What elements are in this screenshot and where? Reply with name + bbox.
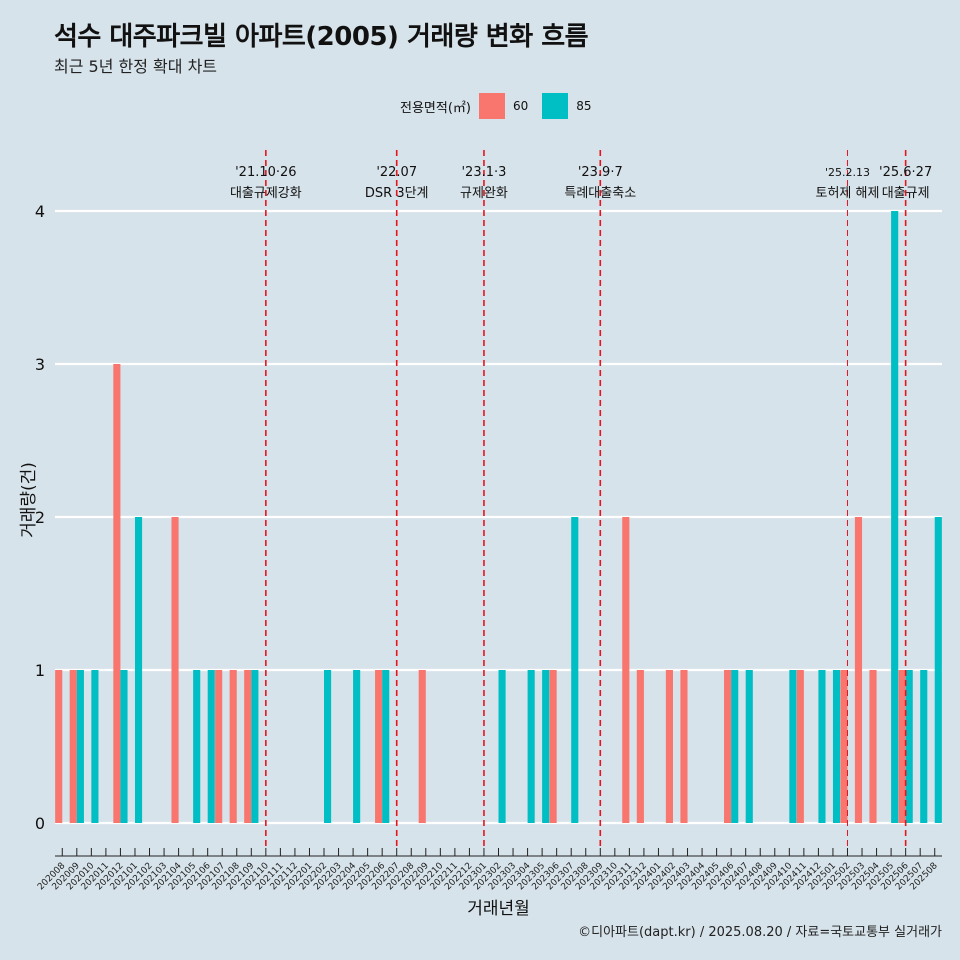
bar-60-202411 (796, 670, 804, 823)
event-date-label: '22.07 (376, 165, 417, 180)
bar-60-202402 (665, 670, 673, 823)
legend-label-85: 85 (576, 99, 592, 113)
legend-key-85 (542, 93, 569, 119)
bar-60-202104 (171, 517, 179, 823)
bar-60-202108 (229, 670, 237, 823)
event-desc-label: 규제완화 (460, 186, 508, 201)
event-desc-label: 대출규제강화 (230, 186, 302, 201)
bar-60-202502 (840, 670, 848, 823)
bar-85-202307 (571, 517, 579, 823)
bar-85-202407 (745, 670, 753, 823)
bar-60-202311 (622, 517, 630, 823)
bar-85-202304 (527, 670, 535, 823)
event-desc-label: 특례대출축소 (564, 186, 636, 201)
bar-60-202012 (113, 364, 121, 823)
chart-subtitle: 최근 5년 한정 확대 차트 (54, 57, 218, 76)
bar-85-202505 (891, 211, 899, 823)
bar-85-202106 (207, 670, 215, 823)
y-tick-label: 4 (35, 202, 45, 221)
legend-label-60: 60 (512, 99, 529, 113)
bar-60-202312 (636, 670, 644, 823)
bar-85-202506 (905, 670, 913, 823)
legend-key-60 (478, 93, 505, 119)
bar-60-202403 (680, 670, 688, 823)
bar-85-202406 (731, 670, 739, 823)
y-axis-title: 거래량(건) (19, 462, 39, 538)
y-tick-label: 3 (35, 355, 45, 374)
bar-85-202305 (542, 670, 550, 823)
bar-85-202206 (382, 670, 390, 823)
bar-60-202109 (244, 670, 252, 823)
y-tick-label: 0 (35, 814, 45, 833)
bar-85-202202 (324, 670, 332, 823)
bar-60-202504 (869, 670, 877, 823)
bar-85-202508 (934, 517, 942, 823)
event-date-label: '23.1·3 (461, 165, 506, 180)
bar-85-202204 (353, 670, 361, 823)
event-date-label: '21.10·26 (235, 165, 296, 180)
source-caption: ©디아파트(dapt.kr) / 2025.08.20 / 자료=국토교통부 실… (578, 925, 942, 940)
bar-60-202206 (375, 670, 383, 823)
bar-60-202406 (724, 670, 732, 823)
event-date-label: '25.6·27 (879, 165, 932, 180)
chart-title: 석수 대주파크빌 아파트(2005) 거래량 변화 흐름 (54, 22, 589, 52)
bar-85-202105 (193, 670, 201, 823)
bar-85-202501 (832, 670, 841, 823)
bar-85-202302 (498, 670, 506, 823)
bar-85-202009 (76, 670, 84, 823)
bar-85-202410 (789, 670, 797, 823)
y-tick-label: 2 (35, 508, 45, 527)
bar-60-202009 (69, 670, 77, 823)
bar-85-202010 (91, 670, 99, 823)
bar-60-202506 (898, 670, 906, 823)
bar-85-202507 (920, 670, 928, 823)
y-tick-label: 1 (35, 661, 45, 680)
bar-85-202412 (818, 670, 826, 823)
event-desc-label: 대출규제 (882, 186, 930, 201)
event-desc-label: DSR 3단계 (365, 186, 429, 201)
bar-60-202209 (418, 670, 426, 823)
event-date-label: '23.9·7 (578, 165, 623, 180)
bar-60-202008 (55, 670, 63, 823)
bar-60-202306 (549, 670, 557, 823)
bar-85-202101 (134, 517, 143, 823)
bar-60-202503 (854, 517, 863, 823)
bar-85-202109 (251, 670, 259, 823)
event-date-label: '25.2.13 (825, 166, 870, 179)
legend: 전용면적(㎡) 60 85 (400, 93, 606, 119)
bar-85-202012 (120, 670, 128, 823)
legend-title: 전용면적(㎡) (400, 100, 471, 116)
event-desc-label: 토허제 해제 (816, 186, 880, 201)
x-axis-title: 거래년월 (467, 899, 530, 919)
bar-60-202107 (215, 670, 223, 823)
